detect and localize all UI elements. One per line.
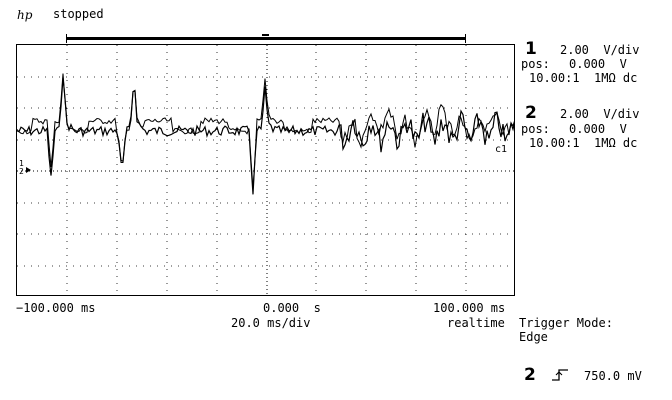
trigger-source: 2 [524,365,536,385]
trigger-position-marker [262,34,269,36]
channel-2-pos-label: pos: [521,122,550,136]
waveform-display[interactable]: c1 [16,44,515,296]
trigger-level: 750.0 mV [584,369,642,383]
record-bar-left-tick [66,34,67,43]
trigger-mode-value[interactable]: Edge [519,330,548,344]
acquisition-status: stopped [53,7,104,21]
hp-logo: hp [17,8,33,22]
time-right-label: 100.000 ms [433,301,506,315]
channel-2-number: 2 [525,103,537,123]
channel-2-pos-value: 0.000 V [569,122,627,136]
waveform-traces [17,73,514,195]
record-bar-right-tick [465,34,466,43]
channel-1-trace [17,77,514,195]
channel-2-probe: 10.00:1 1MΩ dc [529,136,638,150]
time-center-label: 0.000 s [263,301,321,315]
channel-tag: c1 [495,144,508,155]
channel-2-trace [17,73,514,189]
channel-1-pos-label: pos: [521,57,550,71]
channel-1-number: 1 [525,39,537,59]
ground-marker-arrow [26,167,31,173]
time-left-label: −100.000 ms [16,301,96,315]
acquisition-mode: realtime [447,316,505,330]
channel-1-scale: 2.00 V/div [560,43,640,57]
channel-1-pos-value: 0.000 V [569,57,627,71]
ground-marker: 1 2 [19,159,24,176]
channel-2-scale: 2.00 V/div [560,107,640,121]
graticule [17,45,514,295]
channel-1-probe: 10.00:1 1MΩ dc [529,71,638,85]
rising-edge-icon [552,369,568,381]
trigger-mode-label: Trigger Mode: [519,316,613,330]
timebase-scale[interactable]: 20.0 ms/div [231,316,311,330]
record-bar [66,37,466,40]
